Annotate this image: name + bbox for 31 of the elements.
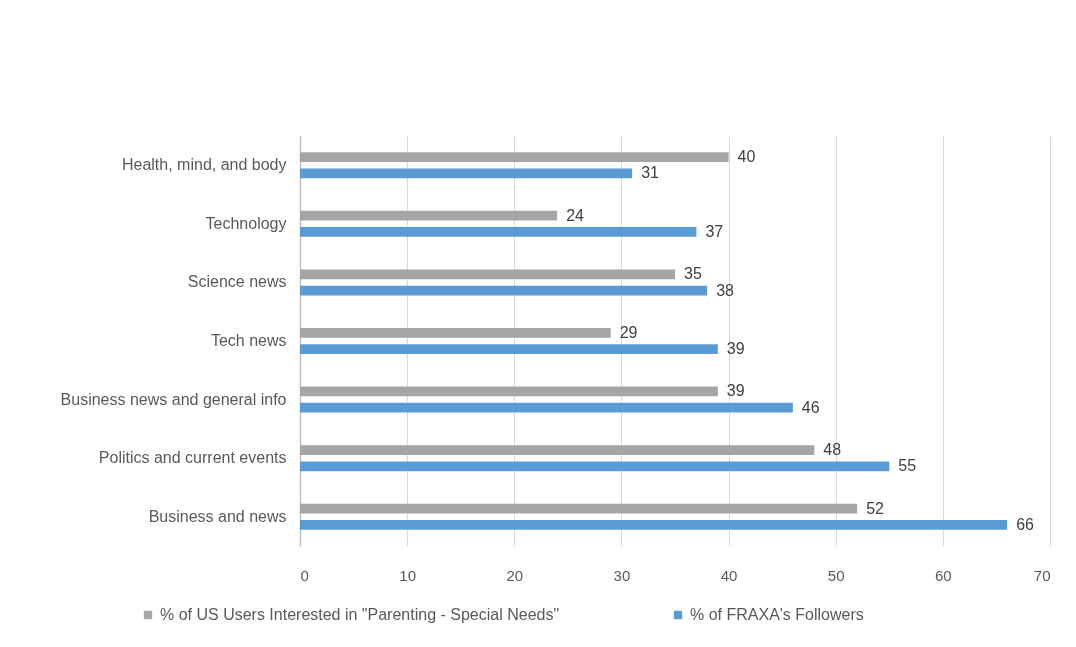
- x-tick-label: 50: [827, 566, 845, 584]
- legend-label: % of US Users Interested in "Parenting - Special Needs": [160, 606, 560, 623]
- x-tick-label: 70: [1033, 566, 1051, 584]
- data-label: 46: [801, 398, 820, 416]
- x-tick-label: 20: [506, 566, 524, 584]
- data-label: 37: [705, 222, 724, 240]
- data-label: 52: [866, 499, 885, 517]
- y-tick-label: Tech news: [210, 332, 287, 349]
- data-label: 39: [726, 340, 745, 358]
- data-label: 39: [726, 382, 745, 400]
- data-label: 40: [737, 148, 756, 166]
- y-tick-label: Health, mind, and body: [121, 156, 287, 174]
- y-tick-label: Business and news: [148, 507, 287, 525]
- y-tick-label: Business news and general info: [60, 390, 287, 408]
- data-label: 35: [684, 265, 702, 283]
- legend-label: % of FRAXA's Followers: [690, 606, 864, 623]
- x-tick-label: 0: [300, 566, 309, 584]
- data-label: 24: [566, 206, 585, 224]
- x-tick-label: 30: [613, 566, 631, 584]
- data-label: 31: [641, 164, 660, 182]
- x-tick-label: 60: [935, 566, 952, 584]
- y-tick-label: Politics and current events: [98, 449, 287, 467]
- y-tick-label: Technology: [205, 214, 287, 232]
- x-tick-label: 10: [399, 566, 416, 584]
- y-tick-label: Science news: [187, 273, 287, 291]
- data-label: 29: [619, 323, 638, 341]
- data-label: 66: [1016, 515, 1035, 533]
- data-label: 55: [898, 457, 917, 475]
- data-label: 38: [716, 281, 735, 299]
- x-tick-label: 40: [720, 566, 738, 584]
- data-label: 48: [823, 441, 842, 459]
